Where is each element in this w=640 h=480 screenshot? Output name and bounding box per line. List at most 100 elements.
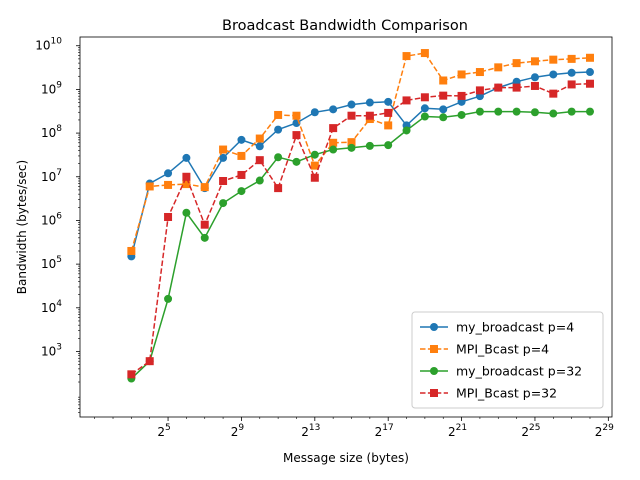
- data-point: [567, 68, 576, 77]
- chart-title: Broadcast Bandwidth Comparison: [222, 18, 468, 34]
- data-point: [274, 153, 283, 162]
- data-point: [292, 131, 301, 140]
- data-point: [347, 111, 356, 120]
- data-point: [237, 187, 246, 196]
- data-point: [237, 170, 246, 179]
- legend-marker: [430, 367, 438, 375]
- data-point: [494, 107, 503, 116]
- y-tick-label: 106: [41, 211, 62, 227]
- data-point: [549, 55, 558, 64]
- data-point: [310, 108, 319, 117]
- series-1: [127, 49, 594, 255]
- data-point: [530, 81, 539, 90]
- legend-item: MPI_Bcast p=32: [420, 386, 557, 401]
- data-point: [549, 109, 558, 118]
- data-point: [549, 70, 558, 79]
- data-point: [182, 180, 191, 189]
- x-tick-label: 229: [595, 423, 614, 439]
- legend-item: my_broadcast p=4: [420, 320, 574, 335]
- legend-marker: [430, 345, 438, 353]
- legend-item: my_broadcast p=32: [420, 364, 582, 379]
- data-point: [329, 105, 338, 114]
- data-point: [549, 89, 558, 98]
- data-point: [475, 68, 484, 77]
- legend-marker: [430, 389, 438, 397]
- legend-item: MPI_Bcast p=4: [420, 342, 549, 357]
- data-point: [255, 176, 264, 185]
- y-axis-label: Bandwidth (bytes/sec): [15, 160, 29, 294]
- data-point: [347, 138, 356, 147]
- data-point: [274, 125, 283, 134]
- data-point: [255, 142, 264, 151]
- x-tick-label: 25: [157, 423, 170, 439]
- series-layer: [127, 49, 594, 383]
- data-point: [567, 107, 576, 116]
- data-point: [329, 138, 338, 147]
- data-point: [585, 79, 594, 88]
- data-point: [127, 370, 136, 379]
- data-point: [512, 83, 521, 92]
- data-point: [255, 134, 264, 143]
- data-point: [439, 91, 448, 100]
- data-point: [145, 357, 154, 366]
- data-point: [292, 157, 301, 166]
- y-tick-label: 109: [41, 80, 62, 96]
- data-point: [365, 141, 374, 150]
- data-point: [255, 156, 264, 165]
- data-point: [164, 180, 173, 189]
- data-point: [329, 124, 338, 133]
- data-point: [200, 183, 209, 192]
- data-point: [494, 63, 503, 72]
- legend-label: MPI_Bcast p=4: [456, 342, 549, 357]
- data-point: [475, 86, 484, 95]
- data-point: [402, 52, 411, 61]
- x-tick-label: 29: [231, 423, 245, 439]
- data-point: [384, 97, 393, 106]
- data-point: [219, 145, 228, 154]
- data-point: [310, 161, 319, 170]
- data-point: [512, 59, 521, 68]
- legend-box: [411, 311, 604, 409]
- data-point: [457, 91, 466, 100]
- data-point: [310, 173, 319, 182]
- data-point: [384, 108, 393, 117]
- data-point: [530, 108, 539, 117]
- data-point: [182, 172, 191, 181]
- x-tick-label: 221: [448, 423, 467, 439]
- legend-label: my_broadcast p=32: [456, 364, 582, 379]
- data-point: [182, 208, 191, 217]
- data-point: [585, 107, 594, 116]
- data-point: [164, 294, 173, 303]
- data-point: [237, 135, 246, 144]
- x-tick-label: 217: [375, 423, 394, 439]
- legend-label: MPI_Bcast p=32: [456, 386, 557, 401]
- series-0: [127, 68, 594, 261]
- data-point: [329, 145, 338, 154]
- x-axis-label: Message size (bytes): [283, 451, 409, 465]
- data-point: [164, 169, 173, 178]
- y-tick-label: 103: [41, 342, 62, 358]
- data-point: [512, 107, 521, 116]
- data-point: [200, 220, 209, 229]
- data-point: [585, 53, 594, 62]
- data-point: [219, 177, 228, 186]
- data-point: [420, 49, 429, 58]
- data-point: [274, 110, 283, 119]
- data-point: [567, 54, 576, 63]
- data-point: [420, 104, 429, 113]
- data-point: [219, 153, 228, 162]
- data-point: [439, 105, 448, 114]
- data-point: [127, 246, 136, 255]
- y-tick-label: 108: [41, 124, 62, 140]
- y-tick-label: 104: [41, 299, 62, 315]
- data-point: [365, 111, 374, 120]
- data-point: [145, 182, 154, 191]
- data-point: [384, 141, 393, 150]
- data-point: [457, 70, 466, 79]
- data-point: [585, 68, 594, 77]
- data-point: [164, 212, 173, 221]
- data-point: [420, 93, 429, 102]
- data-point: [439, 113, 448, 122]
- data-point: [347, 143, 356, 152]
